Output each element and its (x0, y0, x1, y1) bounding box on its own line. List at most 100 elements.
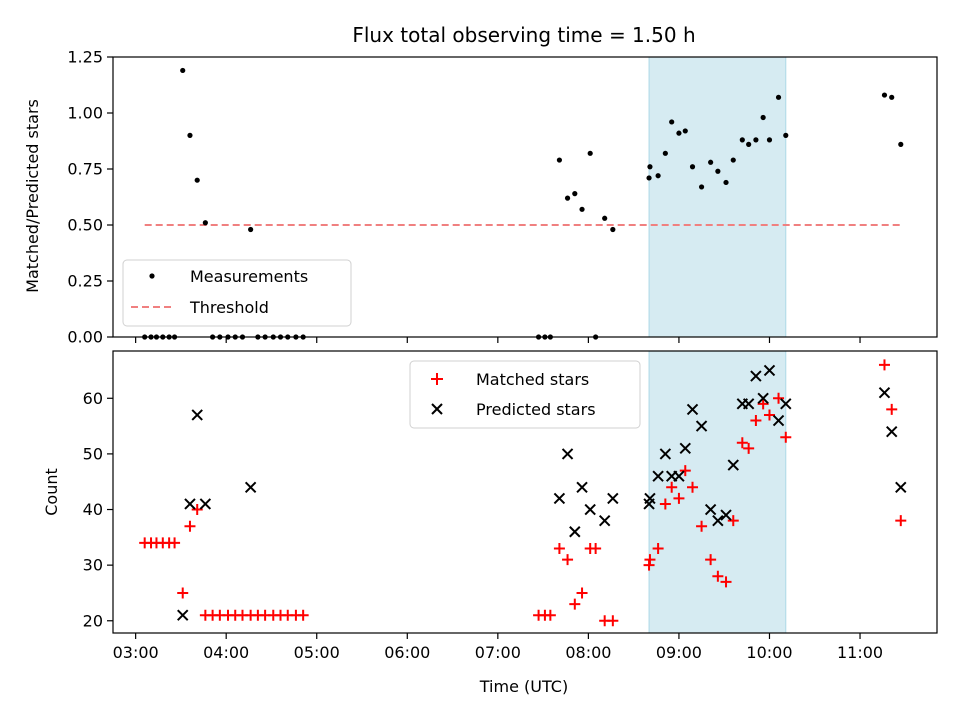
legend-measurements-marker (149, 273, 155, 279)
legend-matched-marker (431, 373, 443, 385)
predicted-star-point (772, 414, 785, 427)
matched-star-point (607, 615, 619, 627)
predicted-star-point (712, 514, 724, 527)
predicted-star-point (704, 503, 717, 516)
measurement-point (766, 137, 773, 143)
measurement-point (881, 92, 888, 98)
measurement-points (142, 67, 904, 340)
matched-star-point (763, 409, 775, 421)
predicted-star-point (184, 498, 196, 510)
time-xtick-label: 07:00 (475, 643, 521, 662)
matched-star-point (696, 520, 708, 532)
predicted-star-point (191, 409, 203, 421)
measurement-point (187, 132, 193, 138)
predicted-star-point (576, 481, 588, 493)
predicted-star-point (673, 470, 685, 482)
matched-star-point (720, 576, 732, 588)
matched-star-point (644, 554, 656, 566)
ratio-ytick-label: 0.75 (67, 160, 103, 179)
measurement-point (602, 215, 608, 221)
y-axis-label-ratio: Matched/Predicted stars (23, 99, 42, 293)
measurement-point (689, 164, 696, 170)
measurement-point (746, 141, 752, 147)
matched-star-point (727, 515, 739, 527)
predicted-star-point (659, 448, 672, 460)
ratio-panel: Flux total observing time = 1.50 h Match… (23, 23, 938, 347)
matched-star-point (687, 481, 699, 493)
predicted-stars-points (177, 364, 907, 621)
matched-star-point (773, 392, 785, 404)
predicted-star-point (244, 481, 257, 493)
x-axis-label-time: Time (UTC) (479, 677, 568, 696)
predicted-star-point (644, 492, 656, 505)
measurement-point (669, 119, 675, 125)
measurement-point (646, 175, 652, 181)
legend-matched-label: Matched stars (476, 370, 589, 389)
matched-star-point (780, 431, 792, 443)
count-ytick-label: 50 (83, 444, 103, 463)
count-ytick-label: 30 (83, 556, 103, 575)
measurement-point (676, 130, 682, 136)
matched-star-point (673, 492, 685, 504)
ratio-plot-frame (112, 56, 938, 338)
count-legend-box (409, 360, 641, 429)
measurement-point (564, 195, 571, 201)
matched-star-point (184, 520, 196, 532)
legend-measurements-label: Measurements (190, 267, 308, 286)
matched-star-point (750, 415, 762, 427)
measurement-point (579, 206, 585, 212)
predicted-star-point (584, 503, 596, 516)
measurement-point (655, 173, 661, 179)
ratio-legend-box (122, 259, 352, 327)
matched-star-point (177, 587, 189, 599)
matched-star-point (169, 537, 181, 549)
predicted-star-point (757, 392, 769, 404)
measurement-point (682, 128, 688, 134)
ratio-ytick-label: 0.00 (67, 328, 103, 347)
count-plot-frame (112, 350, 938, 634)
matched-star-point (569, 598, 581, 610)
predicted-star-point (598, 514, 611, 527)
predicted-star-point (742, 398, 755, 410)
matched-star-point (743, 442, 755, 454)
time-xtick-label: 09:00 (656, 643, 702, 662)
measurement-point (202, 220, 208, 226)
time-xtick-label: 06:00 (384, 643, 430, 662)
measurement-point (180, 67, 186, 74)
predicted-star-point (199, 498, 212, 510)
count-y-ticks: 20 30 40 50 60 (83, 389, 113, 630)
predicted-star-point (695, 420, 708, 432)
matched-star-point (544, 609, 556, 621)
predicted-star-point (727, 459, 739, 471)
measurement-point (898, 141, 904, 147)
ratio-legend: Measurements Threshold (122, 259, 352, 327)
matched-star-point (659, 498, 671, 510)
ratio-ytick-label: 0.50 (67, 216, 103, 235)
shaded-span-rect (648, 56, 787, 338)
matched-star-point (895, 515, 907, 527)
predicted-star-point (569, 526, 581, 538)
predicted-star-point (878, 387, 891, 399)
predicted-star-point (607, 492, 619, 505)
shaded-span-rect (648, 350, 787, 634)
measurement-point (730, 157, 736, 163)
predicted-star-point (763, 364, 776, 377)
measurement-point (698, 184, 705, 190)
shaded-time-span-count (648, 350, 787, 634)
legend-predicted-marker (431, 403, 443, 415)
measurement-point (662, 150, 668, 156)
count-ytick-label: 60 (83, 389, 103, 408)
measurement-point (647, 164, 653, 170)
predicted-star-point (895, 481, 907, 493)
y-axis-label-count: Count (42, 468, 61, 516)
measurement-point (715, 168, 721, 174)
matched-star-point (297, 609, 309, 621)
shaded-time-span (648, 56, 787, 338)
ratio-x-ticks (135, 337, 861, 343)
matched-star-point (886, 403, 898, 415)
time-xtick-label: 11:00 (837, 643, 883, 662)
measurement-point (775, 94, 782, 100)
time-xtick-label: 05:00 (294, 643, 340, 662)
